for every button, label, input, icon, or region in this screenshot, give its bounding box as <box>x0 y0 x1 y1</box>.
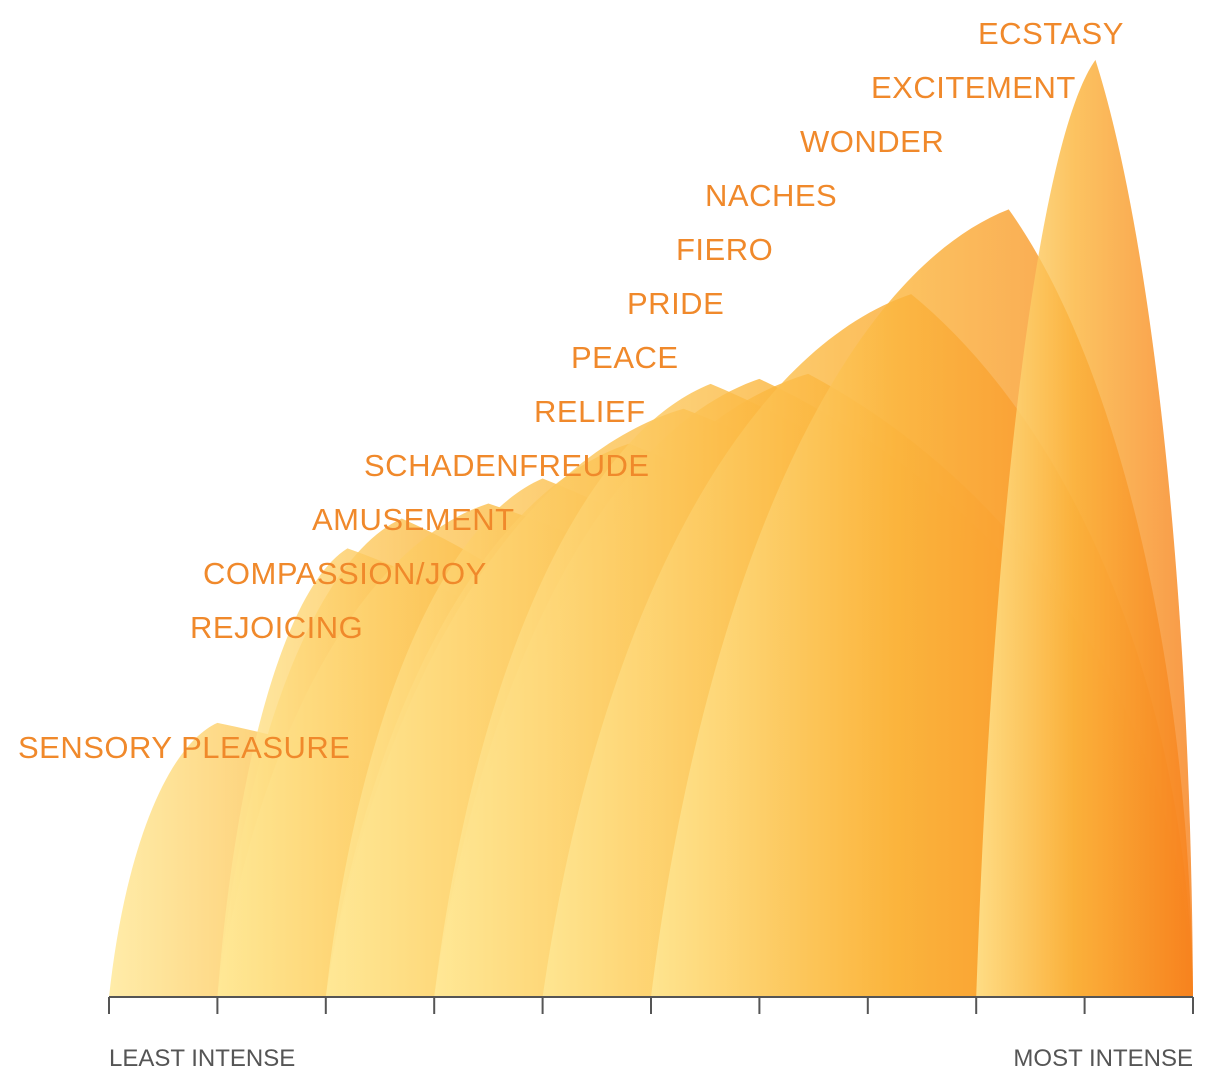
label-amusement: AMUSEMENT <box>312 502 515 537</box>
label-pride: PRIDE <box>627 286 724 321</box>
label-ecstasy: ECSTASY <box>978 16 1124 51</box>
label-rejoicing: REJOICING <box>190 610 363 645</box>
label-relief: RELIEF <box>534 394 646 429</box>
x-axis: LEAST INTENSE MOST INTENSE <box>108 996 1194 1072</box>
label-wonder: WONDER <box>800 124 944 159</box>
area-ecstasy <box>976 59 1193 997</box>
label-compassion-joy: COMPASSION/JOY <box>203 556 487 591</box>
series-areas <box>109 59 1193 998</box>
label-fiero: FIERO <box>676 232 773 267</box>
label-sensory-pleasure: SENSORY PLEASURE <box>18 730 351 765</box>
series-labels: SENSORY PLEASURE REJOICING COMPASSION/JOY A… <box>18 16 1124 765</box>
label-peace: PEACE <box>571 340 679 375</box>
label-naches: NACHES <box>705 178 837 213</box>
label-excitement: EXCITEMENT <box>871 70 1076 105</box>
x-axis-start-label: LEAST INTENSE <box>109 1045 295 1072</box>
x-axis-end-label: MOST INTENSE <box>1013 1045 1193 1072</box>
label-schadenfreude: SCHADENFREUDE <box>364 448 650 483</box>
